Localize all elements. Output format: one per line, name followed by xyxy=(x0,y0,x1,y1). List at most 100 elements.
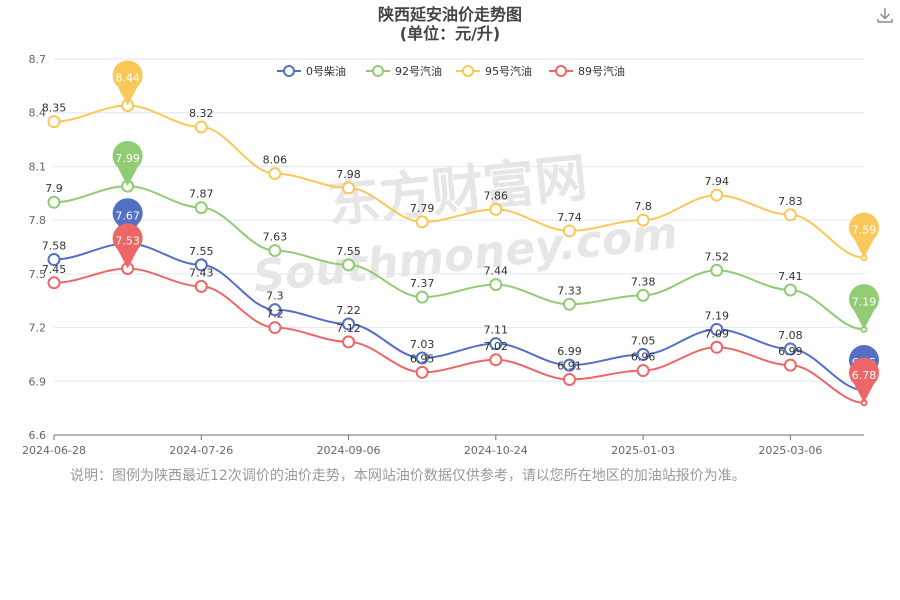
data-label-1-2: 7.87 xyxy=(189,188,214,201)
data-label-3-3: 7.2 xyxy=(266,308,284,321)
data-label-1-10: 7.41 xyxy=(778,270,803,283)
data-label-0-5: 7.03 xyxy=(410,338,435,351)
point-0-4 xyxy=(342,317,356,331)
data-label-2-10: 7.83 xyxy=(778,195,803,208)
end-marker-1-shape xyxy=(849,284,880,330)
point-2-6 xyxy=(489,202,503,216)
max-marker-1-shape xyxy=(112,140,143,187)
grid xyxy=(54,58,864,436)
point-3-7 xyxy=(562,372,576,386)
legend-symbol-0 xyxy=(283,65,295,77)
data-label-1-6: 7.44 xyxy=(484,265,509,278)
x-tick-label-3: 2024-10-24 xyxy=(464,444,528,457)
point-3-4 xyxy=(342,335,356,349)
point-1-7 xyxy=(562,297,576,311)
point-1-5 xyxy=(415,290,429,304)
point-0-8 xyxy=(636,347,650,361)
point-0-0 xyxy=(47,253,61,267)
data-label-2-7: 7.74 xyxy=(557,211,582,224)
data-label-2-0: 8.35 xyxy=(42,102,67,115)
point-3-2 xyxy=(194,279,208,293)
point-3-3 xyxy=(268,321,282,335)
point-2-9 xyxy=(710,188,724,202)
point-3-9 xyxy=(710,340,724,354)
legend-label-3: 89号汽油 xyxy=(578,64,625,78)
data-label-1-0: 7.9 xyxy=(45,182,63,195)
y-tick-label-4: 7.8 xyxy=(29,214,47,227)
y-tick-label-1: 6.9 xyxy=(29,375,47,388)
data-label-3-9: 7.09 xyxy=(704,327,729,340)
point-2-2 xyxy=(194,120,208,134)
point-1-10 xyxy=(783,283,797,297)
data-label-2-2: 8.32 xyxy=(189,107,214,120)
point-0-10 xyxy=(783,342,797,356)
data-label-3-4: 7.12 xyxy=(336,322,361,335)
point-0-5 xyxy=(415,351,429,365)
legend-label-0: 0号柴油 xyxy=(306,64,346,78)
data-label-3-8: 6.96 xyxy=(631,351,656,364)
end-marker-3-shape xyxy=(849,357,880,403)
y-tick-label-6: 8.4 xyxy=(29,107,47,120)
data-label-1-8: 7.38 xyxy=(631,275,656,288)
max-marker-1-label: 7.99 xyxy=(115,152,140,165)
legend-label-1: 92号汽油 xyxy=(395,64,442,78)
data-label-0-10: 7.08 xyxy=(778,329,803,342)
point-0-3 xyxy=(268,303,282,317)
point-1-3 xyxy=(268,244,282,258)
data-label-3-6: 7.02 xyxy=(484,340,509,353)
data-label-2-5: 7.79 xyxy=(410,202,435,215)
end-marker-3-label: 6.78 xyxy=(852,369,877,382)
data-label-2-9: 7.94 xyxy=(704,175,729,188)
legend-item-1[interactable]: 92号汽油 xyxy=(366,64,442,78)
point-1-4 xyxy=(342,258,356,272)
data-label-3-10: 6.99 xyxy=(778,345,803,358)
data-label-1-3: 7.63 xyxy=(263,231,288,244)
point-0-9 xyxy=(710,322,724,336)
end-marker-2-shape xyxy=(849,212,880,258)
legend[interactable]: 0号柴油 92号汽油 95号汽油 89号汽油 xyxy=(277,64,625,78)
data-label-0-3: 7.3 xyxy=(266,290,284,303)
legend-item-0[interactable]: 0号柴油 xyxy=(277,64,346,78)
data-label-0-7: 6.99 xyxy=(557,345,582,358)
max-marker-3-label: 7.53 xyxy=(115,234,140,247)
max-marker-3-shape xyxy=(112,223,143,269)
legend-symbol-2 xyxy=(462,65,474,77)
point-3-5 xyxy=(415,365,429,379)
point-1-0 xyxy=(47,195,61,209)
point-2-0 xyxy=(47,115,61,129)
y-tick-label-2: 7.2 xyxy=(29,322,47,335)
point-2-8 xyxy=(636,213,650,227)
data-label-0-8: 7.05 xyxy=(631,334,656,347)
legend-item-2[interactable]: 95号汽油 xyxy=(456,64,532,78)
point-2-7 xyxy=(562,224,576,238)
max-marker-0-shape xyxy=(112,198,143,244)
point-1-9 xyxy=(710,263,724,277)
x-tick-label-4: 2025-01-03 xyxy=(611,444,675,457)
point-3-6 xyxy=(489,353,503,367)
data-label-0-4: 7.22 xyxy=(336,304,361,317)
download-icon[interactable] xyxy=(876,6,894,24)
y-tick-label-0: 6.6 xyxy=(29,429,47,442)
legend-label-2: 95号汽油 xyxy=(485,64,532,78)
end-marker-2-label: 7.59 xyxy=(852,224,877,237)
point-0-7 xyxy=(562,358,576,372)
point-3-10 xyxy=(783,358,797,372)
data-label-2-4: 7.98 xyxy=(336,168,361,181)
y-tick-label-3: 7.5 xyxy=(29,268,47,281)
markers: 7.676.857.997.198.447.597.536.78 xyxy=(112,60,880,403)
point-1-8 xyxy=(636,288,650,302)
point-3-8 xyxy=(636,364,650,378)
max-marker-2-shape xyxy=(112,60,143,106)
point-1-2 xyxy=(194,201,208,215)
data-label-3-5: 6.95 xyxy=(410,352,435,365)
data-label-2-3: 8.06 xyxy=(263,154,288,167)
data-labels: 7.58 7.55 7.3 7.22 7.03 7.11 6.99 7.05 7.19 7.08 7… xyxy=(42,102,803,373)
data-label-0-0: 7.58 xyxy=(42,240,67,253)
point-1-6 xyxy=(489,278,503,292)
point-2-4 xyxy=(342,181,356,195)
end-marker-1-label: 7.19 xyxy=(852,295,877,308)
legend-symbol-1 xyxy=(372,65,384,77)
data-label-3-0: 7.45 xyxy=(42,263,67,276)
legend-item-3[interactable]: 89号汽油 xyxy=(549,64,625,78)
